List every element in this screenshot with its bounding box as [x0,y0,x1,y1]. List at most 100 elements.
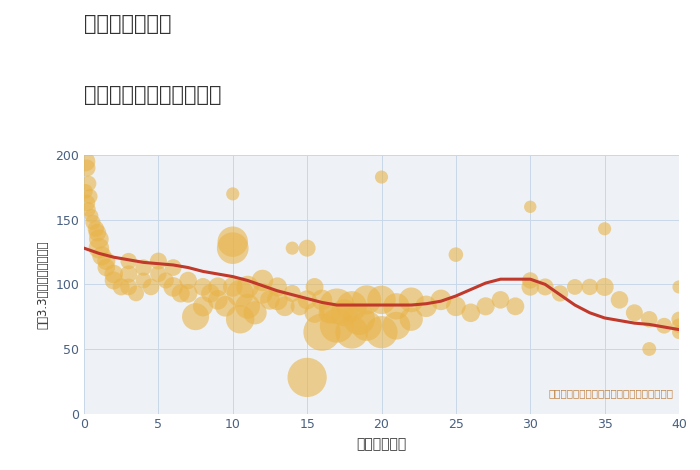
Point [525,277,536,284]
Point [346,303,357,310]
Point [146,283,157,290]
Point [212,296,223,304]
Point [346,329,357,336]
Point [302,244,313,252]
Point [287,290,298,297]
Point [93,244,104,252]
X-axis label: 築年数（年）: 築年数（年） [356,437,407,451]
Point [450,303,461,310]
Point [309,309,320,317]
Point [227,190,238,197]
Point [138,264,149,271]
Point [435,296,447,304]
Point [227,244,238,252]
Point [249,309,260,317]
Point [599,283,610,290]
Point [339,309,350,317]
Point [108,277,119,284]
Point [101,264,112,271]
Point [272,283,283,290]
Point [93,235,104,243]
Point [406,296,417,304]
Point [257,277,268,284]
Point [495,296,506,304]
Point [673,322,685,329]
Point [376,173,387,181]
Point [480,303,491,310]
Point [376,329,387,336]
Point [569,283,580,290]
Point [138,277,149,284]
Point [168,283,179,290]
Point [80,158,91,165]
Point [287,244,298,252]
Point [272,296,283,304]
Point [84,193,95,200]
Point [108,270,119,278]
Point [160,277,172,284]
Point [465,309,476,317]
Point [197,283,209,290]
Point [175,290,186,297]
Point [116,283,127,290]
Point [153,270,164,278]
Point [90,225,101,233]
Point [406,315,417,323]
Point [279,303,290,310]
Point [309,283,320,290]
Point [421,303,432,310]
Point [88,219,99,226]
Point [205,290,216,297]
Point [96,252,108,259]
Point [584,283,595,290]
Point [242,283,253,290]
Point [614,296,625,304]
Point [83,180,94,187]
Point [197,303,209,310]
Point [242,303,253,310]
Point [123,257,134,265]
Point [80,188,91,195]
Point [525,283,536,290]
Point [212,283,223,290]
Point [659,322,670,329]
Point [673,329,685,336]
Point [302,374,313,381]
Point [361,322,372,329]
Point [227,238,238,245]
Point [234,290,246,297]
Point [354,315,365,323]
Point [183,277,194,284]
Point [81,164,92,172]
Point [629,309,640,317]
Point [331,322,342,329]
Point [92,229,103,236]
Y-axis label: 坪（3.3㎡）単価（万円）: 坪（3.3㎡）単価（万円） [36,240,50,329]
Point [302,296,313,304]
Point [294,303,305,310]
Point [316,296,328,304]
Point [153,257,164,265]
Point [86,212,97,219]
Point [101,257,112,265]
Text: 築年数別中古戸建て価格: 築年数別中古戸建て価格 [84,85,221,105]
Point [265,296,276,304]
Point [168,264,179,271]
Point [644,345,655,352]
Point [525,203,536,211]
Point [123,270,134,278]
Point [673,315,685,323]
Point [510,303,521,310]
Text: 円の大きさは、取引のあった物件面積を示す: 円の大きさは、取引のあった物件面積を示す [548,388,673,398]
Point [234,315,246,323]
Text: 愛知県徳重駅の: 愛知県徳重駅の [84,14,172,34]
Point [183,290,194,297]
Point [227,283,238,290]
Point [644,315,655,323]
Point [81,199,92,207]
Point [376,296,387,304]
Point [324,309,335,317]
Point [130,290,141,297]
Point [361,296,372,304]
Point [220,303,231,310]
